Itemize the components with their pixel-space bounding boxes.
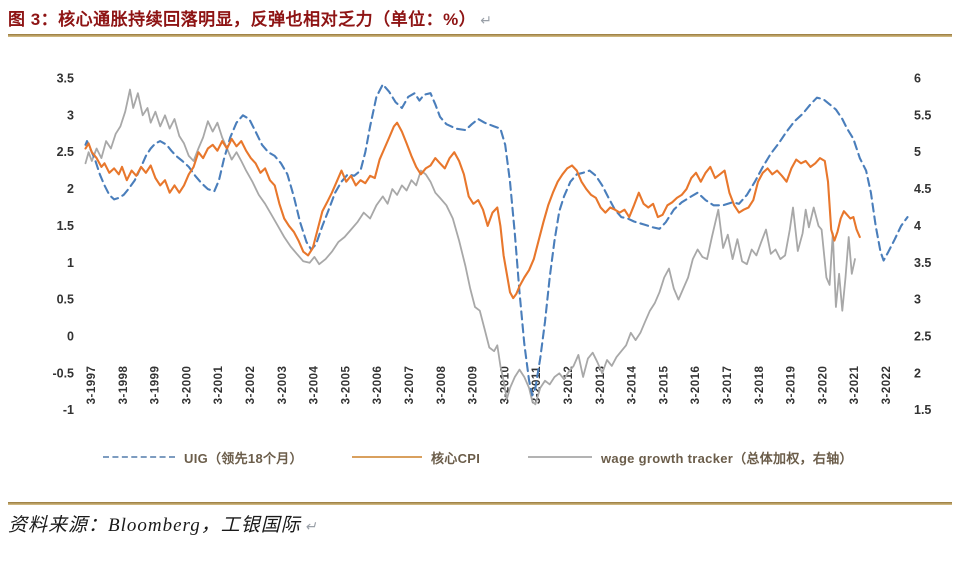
- uig-dashed-line-swatch: [103, 456, 175, 458]
- x-axis-label: 3-1998: [118, 365, 130, 404]
- legend-item-cpi: 核心CPI: [352, 446, 480, 468]
- x-axis-label: 3-2007: [404, 366, 416, 405]
- right-axis-tick: 2.5: [914, 329, 931, 343]
- wage-line-swatch: [528, 456, 592, 458]
- right-axis-tick: 4.5: [914, 182, 931, 196]
- x-axis-label: 3-2003: [277, 366, 289, 405]
- x-axis-label: 3-2013: [595, 366, 607, 405]
- x-axis-label: 3-2015: [658, 365, 670, 404]
- x-axis-label: 3-2002: [245, 366, 257, 405]
- left-axis-tick: 2: [67, 182, 74, 196]
- left-axis-tick: 3: [67, 108, 74, 122]
- x-axis-label: 3-2010: [499, 366, 511, 405]
- series-line-uig: [84, 83, 909, 397]
- series-line-cpi: [84, 121, 861, 300]
- legend-label-cpi: 核心CPI: [431, 450, 481, 466]
- x-axis-label: 3-2017: [722, 366, 734, 405]
- chart-legend: UIG（领先18个月） 核心CPI wage growth tracker（总体…: [0, 446, 960, 470]
- legend-label-wage: wage growth tracker（总体加权，右轴）: [601, 450, 853, 466]
- source-return-mark: ↵: [304, 520, 318, 535]
- left-axis-tick: 2.5: [57, 145, 74, 159]
- x-axis-label: 3-2006: [372, 366, 384, 405]
- source-line: 资料来源：Bloomberg，工银国际 ↵: [8, 510, 952, 537]
- x-axis-label: 3-2004: [309, 365, 321, 404]
- x-axis-label: 3-2016: [690, 366, 702, 405]
- x-axis-label: 3-2022: [881, 366, 893, 405]
- x-axis-label: 3-2019: [786, 366, 798, 405]
- x-axis-label: 3-2005: [340, 365, 352, 404]
- x-axis-label: 3-2012: [563, 366, 575, 405]
- right-axis-tick: 6: [914, 72, 921, 86]
- gold-divider-bottom: [8, 502, 952, 505]
- x-axis-label: 3-1997: [86, 366, 98, 405]
- x-axis-label: 3-2008: [436, 365, 448, 404]
- legend-label-uig: UIG（领先18个月）: [184, 450, 303, 466]
- x-axis-label: 3-2021: [849, 365, 861, 404]
- cpi-line-swatch: [352, 456, 422, 458]
- right-axis-tick: 5.5: [914, 108, 931, 122]
- right-axis-tick: 3.5: [914, 256, 931, 270]
- legend-item-wage: wage growth tracker（总体加权，右轴）: [528, 446, 853, 468]
- right-axis-tick: 3: [914, 293, 921, 307]
- left-axis-tick: 1.5: [57, 219, 74, 233]
- legend-item-uig: UIG（领先18个月）: [103, 446, 303, 468]
- x-axis-label: 3-2001: [213, 365, 225, 404]
- left-axis-tick: 0.5: [57, 293, 74, 307]
- gold-divider-top: [8, 34, 952, 37]
- x-axis-label: 3-2014: [627, 365, 639, 404]
- right-axis-tick: 2: [914, 366, 921, 380]
- x-axis-label: 3-2009: [468, 366, 480, 405]
- left-axis-tick: 3.5: [57, 72, 74, 86]
- source-text: 资料来源：Bloomberg，工银国际: [8, 515, 301, 536]
- left-axis-tick: -1: [63, 403, 74, 417]
- right-axis-tick: 4: [914, 219, 921, 233]
- x-axis-label: 3-2000: [181, 366, 193, 405]
- left-axis-tick: 1: [67, 256, 74, 270]
- left-axis-tick: 0: [67, 329, 74, 343]
- figure-title-text: 图 3：核心通胀持续回落明显，反弹也相对乏力（单位：%）: [8, 10, 477, 29]
- x-axis-label: 3-2018: [754, 365, 766, 404]
- right-axis-tick: 1.5: [914, 403, 931, 417]
- x-axis-label: 3-2011: [531, 366, 543, 404]
- line-chart-canvas: 3-1997 3-1998 3-1999 3-2000 3-2001 3-2002 3-20…: [52, 72, 931, 418]
- series-line-wage: [84, 88, 856, 406]
- left-axis-tick: -0.5: [52, 366, 74, 380]
- x-axis-label: 3-2020: [817, 366, 829, 405]
- right-axis-tick: 5: [914, 145, 921, 159]
- x-axis-label: 3-1999: [150, 366, 162, 405]
- figure-title: 图 3：核心通胀持续回落明显，反弹也相对乏力（单位：%） ↵: [8, 5, 952, 30]
- paragraph-return-mark: ↵: [480, 12, 493, 28]
